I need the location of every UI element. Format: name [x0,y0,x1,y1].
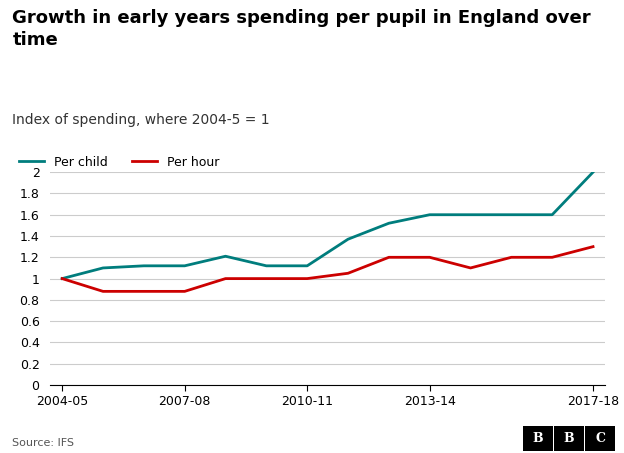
Text: B: B [563,432,575,445]
Text: C: C [595,432,605,445]
Text: Growth in early years spending per pupil in England over
time: Growth in early years spending per pupil… [12,9,591,49]
Text: Source: IFS: Source: IFS [12,439,74,448]
Text: B: B [532,432,544,445]
Legend: Per child, Per hour: Per child, Per hour [19,156,220,169]
Text: Index of spending, where 2004-5 = 1: Index of spending, where 2004-5 = 1 [12,113,270,127]
